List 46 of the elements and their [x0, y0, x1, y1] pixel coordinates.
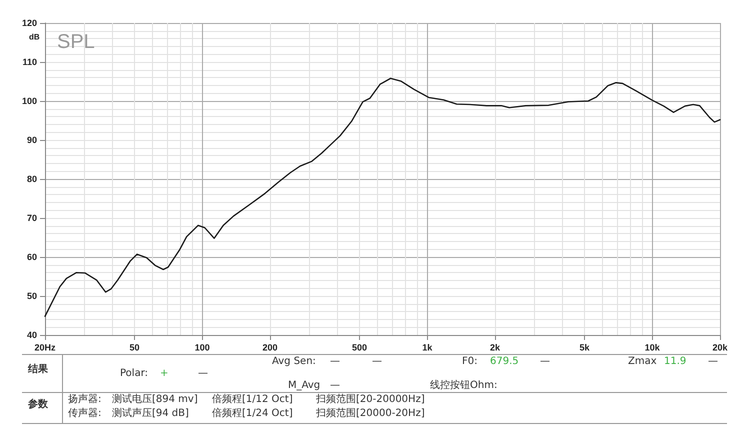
x-tick-label: 1k — [422, 342, 434, 352]
y-tick-label: 60 — [26, 252, 37, 262]
text: 扫频范围[20000-20Hz] — [316, 408, 425, 420]
text: — — [708, 356, 718, 368]
text: 结果 — [28, 364, 48, 376]
text: — — [540, 356, 550, 368]
text: 11.9 — [664, 356, 686, 368]
text: Polar: — [120, 368, 148, 380]
text: — — [372, 356, 382, 368]
x-tick-label: 200 — [262, 342, 278, 352]
text: 倍频程[1/24 Oct] — [212, 408, 293, 420]
y-tick-label: 50 — [26, 291, 37, 301]
text: Zmax — [628, 356, 657, 368]
y-tick-label: 70 — [26, 213, 37, 223]
text: M_Avg — [288, 380, 320, 392]
x-tick-label: 2k — [490, 342, 501, 352]
y-tick-label: 40 — [26, 330, 37, 340]
text: 传声器: — [68, 408, 102, 420]
text: 测试声压[94 dB] — [112, 408, 189, 420]
text: 参数 — [28, 399, 48, 411]
x-tick-label: 20k — [712, 342, 728, 352]
text: — — [330, 356, 340, 368]
y-axis-title: dB — [29, 32, 40, 42]
text: 扫频范围[20-20000Hz] — [316, 394, 425, 406]
text: 线控按钮Ohm: — [430, 380, 498, 392]
text: — — [330, 380, 340, 392]
y-tick-label: 120 — [22, 18, 37, 28]
text: + — [160, 368, 168, 380]
y-tick-label: 90 — [26, 135, 37, 145]
x-tick-label: 5k — [580, 342, 591, 352]
text: F0: — [462, 356, 478, 368]
y-tick-label: 110 — [22, 57, 37, 67]
x-tick-label: 500 — [352, 342, 368, 352]
text: 679.5 — [490, 356, 519, 368]
chart-title: SPL — [57, 31, 95, 53]
x-tick-label: 10k — [644, 342, 661, 352]
y-tick-label: 80 — [26, 174, 37, 184]
text: 扬声器: — [68, 394, 102, 406]
x-tick-label: 20Hz — [34, 342, 56, 352]
x-tick-label: 100 — [194, 342, 210, 352]
text: 测试电压[894 mv] — [112, 394, 198, 406]
text: 倍频程[1/12 Oct] — [212, 394, 293, 406]
text: — — [198, 368, 208, 380]
text: Avg Sen: — [272, 356, 316, 368]
x-tick-label: 50 — [130, 342, 140, 352]
y-tick-label: 100 — [22, 96, 37, 106]
